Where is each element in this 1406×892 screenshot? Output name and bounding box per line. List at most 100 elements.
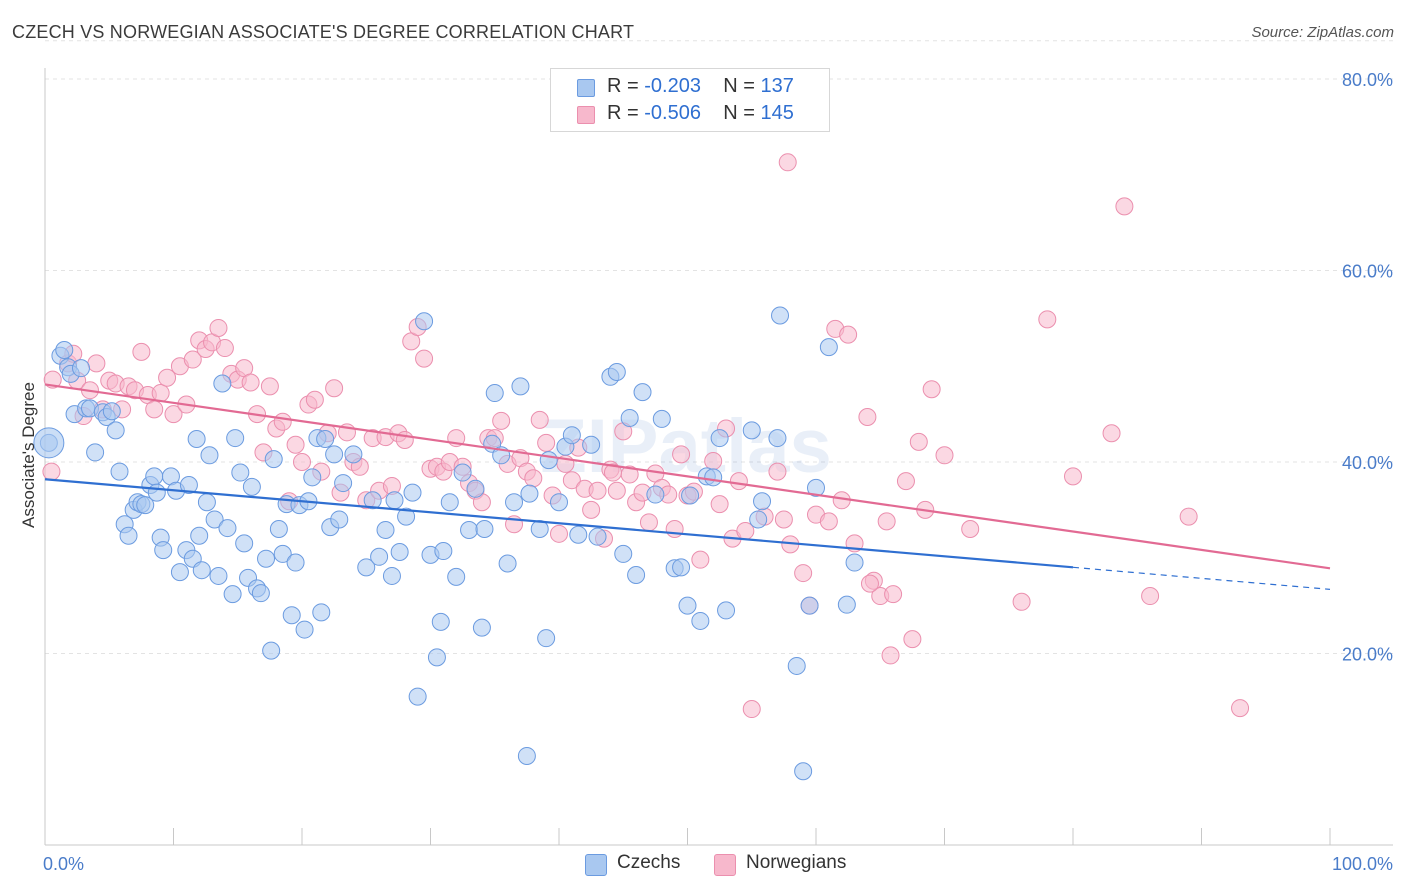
norwegian-point (550, 524, 568, 543)
czech-point (282, 606, 301, 625)
czech-point (672, 558, 691, 577)
czech-point (819, 338, 838, 357)
norwegian-point (492, 411, 511, 430)
norwegian-point (884, 585, 903, 604)
norwegian-point (1179, 507, 1198, 526)
czech-point (200, 446, 219, 465)
czech-point (447, 567, 466, 586)
norwegian-point (1115, 197, 1134, 216)
norwegian-point (132, 342, 151, 361)
czech-point (620, 408, 639, 427)
czech-point (102, 402, 121, 421)
czech-point (192, 561, 211, 580)
norwegian-point (603, 463, 622, 482)
czech-point (588, 527, 607, 546)
source-label: Source: ZipAtlas.com (1251, 24, 1394, 41)
czech-point (562, 426, 581, 445)
czech-point (370, 547, 389, 566)
czech-point (264, 450, 283, 469)
norwegian-point (1038, 310, 1057, 329)
norwegian-point (415, 349, 434, 368)
norwegian-point (530, 410, 549, 429)
czech-point (262, 641, 281, 660)
norwegian-point (909, 432, 928, 451)
czech-point (147, 483, 166, 502)
norwegian-point (164, 405, 183, 424)
czech-point (197, 493, 216, 512)
legend-n-label: N = (723, 102, 755, 124)
norwegian-point (42, 462, 61, 481)
czech-point (678, 596, 697, 615)
czech-point (170, 563, 189, 582)
czech-point (511, 377, 530, 396)
norwegian-point (209, 318, 228, 337)
czech-point (235, 534, 254, 553)
czech-point (190, 526, 209, 545)
norwegian-point (1012, 592, 1031, 611)
czech-point (753, 492, 772, 511)
norwegian-point (158, 368, 177, 387)
y-axis-title: Associate's Degree (19, 382, 38, 528)
czech-point (390, 543, 409, 562)
czech-point (794, 762, 813, 781)
norwegian-point (305, 390, 324, 409)
czech-point (717, 601, 736, 620)
czech-trend-extension (1072, 566, 1331, 590)
czech-point (385, 491, 404, 510)
czech-point (614, 544, 633, 563)
czech-point (415, 312, 434, 331)
czech-point (382, 566, 401, 585)
norwegian-point (325, 379, 344, 398)
czech-point (231, 463, 250, 482)
czech-point (837, 595, 856, 614)
norwegian-point (881, 646, 900, 665)
czech-point (427, 648, 446, 667)
czech-point (397, 507, 416, 526)
norwegian-point (710, 495, 729, 514)
czech-point (303, 468, 322, 487)
y-tick-label: 60.0% (1342, 262, 1393, 282)
norwegian-point (241, 373, 260, 392)
czech-point (434, 542, 453, 561)
legend-r-value: -0.203 (644, 75, 701, 97)
czech-point (357, 558, 376, 577)
czech-point (807, 478, 825, 497)
czech-point (771, 306, 790, 325)
norwegian-point (607, 481, 626, 500)
czech-point (209, 566, 228, 585)
norwegian-point (1141, 587, 1160, 606)
norwegian-point (896, 472, 915, 491)
czech-point (431, 612, 450, 631)
czech-point (205, 510, 224, 529)
czech-point (517, 746, 536, 765)
norwegian-point (858, 407, 877, 426)
czech-point (325, 445, 344, 464)
norwegian-point (145, 400, 164, 419)
norwegian-point (215, 339, 234, 358)
norwegian-point (273, 412, 292, 431)
czech-legend-swatch (585, 854, 607, 876)
czech-point (71, 359, 90, 378)
norwegian-point (1102, 424, 1121, 443)
norwegian-point (1064, 467, 1082, 486)
norwegian-point (639, 513, 658, 532)
norwegian-point (1231, 699, 1250, 718)
czech-point (537, 629, 556, 648)
czech-swatch (577, 79, 595, 97)
norwegian-point (922, 380, 941, 399)
norwegian-point (562, 471, 581, 490)
czech-point (539, 451, 558, 470)
czech-point (681, 486, 700, 505)
czech-point (106, 421, 125, 440)
x-tick-label-max: 100.0% (1332, 854, 1393, 874)
norwegian-point (672, 445, 691, 464)
czech-point (646, 485, 665, 504)
czech-point (403, 483, 422, 502)
czech-point (691, 611, 710, 630)
czech-point (179, 475, 198, 494)
czech-point (251, 584, 270, 603)
norwegian-point (860, 574, 879, 593)
czech-point (213, 374, 232, 393)
czech-point (154, 541, 173, 560)
czech-point (550, 493, 568, 512)
